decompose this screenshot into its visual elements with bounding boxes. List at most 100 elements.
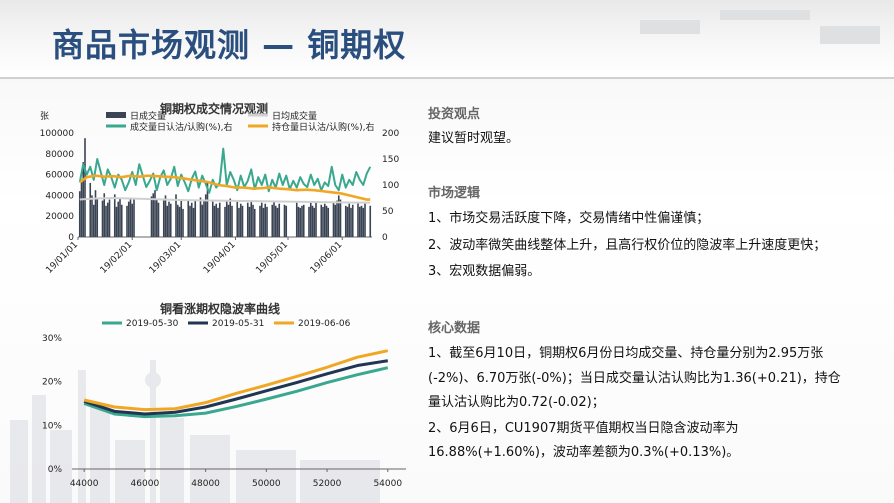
chart1-bar	[260, 202, 263, 237]
chart1-bar	[84, 138, 86, 237]
chart1-line-volume-pc-ratio	[78, 147, 372, 194]
chart1-bar	[369, 205, 372, 237]
chart1-volume: 张 0 20000 40000 60000 80000 100000 0 50 100 150 200…	[40, 110, 400, 276]
chart1-bar	[126, 205, 128, 237]
chart1-bar	[133, 199, 135, 237]
chart1-x-tick-label: 19/02/01	[99, 240, 135, 276]
chart1-left-tick-label: 20000	[45, 212, 74, 222]
chart2-y-tick-label: 20%	[42, 378, 62, 388]
chart1-bar	[224, 206, 226, 237]
chart2-line-2019-06-06	[83, 349, 389, 412]
chart1-bar	[182, 208, 184, 237]
chart1-bar	[204, 194, 207, 237]
chart2-title: 铜看涨期权隐波率曲线	[160, 302, 281, 316]
chart1-bar	[192, 207, 195, 237]
decor-block	[820, 26, 880, 44]
chart1-bar	[262, 207, 265, 237]
chart1-bar	[278, 203, 281, 237]
chart1-right-tick-label: 200	[382, 129, 399, 139]
chart1-bar	[213, 205, 216, 237]
chart1-bar	[113, 194, 116, 237]
chart1-bar	[336, 200, 338, 237]
chart2-line-2019-05-31	[83, 359, 389, 416]
chart1-bar	[127, 201, 130, 237]
chart1-bar	[297, 206, 300, 237]
chart1-bar	[94, 190, 97, 237]
chart1-bar	[164, 195, 167, 237]
chart1-bar	[103, 193, 106, 237]
chart2-y-tick-label: 10%	[42, 421, 62, 431]
chart2-x-tick-label: 44000	[70, 479, 99, 489]
data-line-4: 2、6月6日，CU1907期货平值期权当日隐含波动率为	[428, 421, 739, 436]
chart1-bar	[337, 195, 340, 237]
chart1-bar	[344, 205, 347, 237]
logic-item-2: 2、波动率微笑曲线整体上升，且高行权价位的隐波率上升速度更快；	[428, 238, 827, 253]
chart1-bar	[166, 205, 169, 237]
chart1-bar	[217, 207, 219, 237]
chart1-bar	[105, 205, 107, 237]
chart1-bar	[346, 206, 349, 237]
chart1-bar	[225, 200, 228, 237]
chart2-iv-curve: 0% 10% 20% 30% 44000 46000 48000 50000 52000 5400…	[42, 319, 406, 489]
chart1-ylabel-left: 张	[40, 111, 49, 122]
chart1-bar	[252, 204, 254, 237]
chart1-bar	[152, 193, 155, 237]
chart1-x-tick-label: 19/05/01	[254, 240, 290, 276]
chart1-right-tick-label: 100	[382, 181, 399, 191]
chart1-left-tick-label: 40000	[45, 191, 74, 201]
chart1-right-tick-label: 50	[382, 207, 394, 217]
chart1-bar	[334, 204, 337, 237]
chart1-bar	[92, 204, 95, 237]
chart1-legend-label: 日成交量	[130, 110, 166, 122]
chart1-bar	[351, 204, 354, 237]
chart1-bar	[271, 204, 274, 237]
chart1-bar	[215, 203, 218, 237]
chart1-left-tick-label: 60000	[45, 171, 74, 181]
title-divider	[0, 77, 894, 79]
chart1-bar	[325, 205, 328, 237]
chart1-bar	[360, 205, 363, 237]
chart1-legend-label: 日均成交量	[272, 110, 317, 122]
chart1-bar	[236, 201, 239, 237]
chart1-bar	[189, 205, 191, 237]
logic-item-3: 3、宏观数据偏弱。	[428, 264, 541, 279]
chart1-bar	[199, 197, 202, 237]
chart1-line-avg-volume	[79, 197, 371, 204]
chart1-left-tick-label: 100000	[40, 129, 75, 139]
chart2-line-2019-05-30	[83, 366, 389, 419]
chart1-bar	[285, 205, 288, 237]
chart1-bar	[194, 200, 197, 237]
chart1-bar	[266, 206, 268, 237]
chart2-y-tick-label: 30%	[42, 334, 62, 344]
chart1-bar	[364, 203, 366, 237]
chart2-legend-label: 2019-06-06	[298, 319, 351, 329]
chart1-bar	[89, 182, 92, 237]
chart1-right-tick-label: 0	[382, 233, 388, 243]
chart1-bar	[178, 206, 181, 237]
chart1-bar	[238, 207, 240, 237]
chart1-x-tick-label: 19/01/01	[44, 240, 80, 276]
chart1-bar	[168, 201, 170, 237]
chart1-bar	[357, 202, 359, 237]
chart1-bar	[250, 200, 253, 237]
chart2-y-tick-label: 0%	[48, 465, 63, 475]
chart1-bar	[348, 203, 351, 237]
section-data-heading: 核心数据	[428, 321, 481, 336]
chart2-x-tick-label: 46000	[131, 479, 160, 489]
chart1-bar	[253, 208, 256, 237]
skyline-background	[10, 360, 380, 503]
chart1-bar	[332, 202, 335, 237]
chart1-bar	[259, 205, 261, 237]
data-line-5: 16.88%(+1.60%)，波动率差额为0.3%(+0.13%)。	[428, 445, 740, 460]
chart1-bar	[78, 191, 81, 237]
chart1-x-tick-label: 19/06/01	[309, 240, 345, 276]
chart1-bar	[302, 204, 305, 237]
chart1-bar	[339, 199, 342, 237]
chart1-left-tick-label: 0	[68, 233, 74, 243]
chart1-bar	[273, 200, 275, 237]
chart1-bar	[131, 203, 134, 237]
chart1-bar	[229, 198, 232, 237]
chart1-line-oi-pc-ratio	[78, 174, 371, 201]
chart1-bar	[362, 207, 365, 237]
chart1-bar	[295, 202, 298, 237]
